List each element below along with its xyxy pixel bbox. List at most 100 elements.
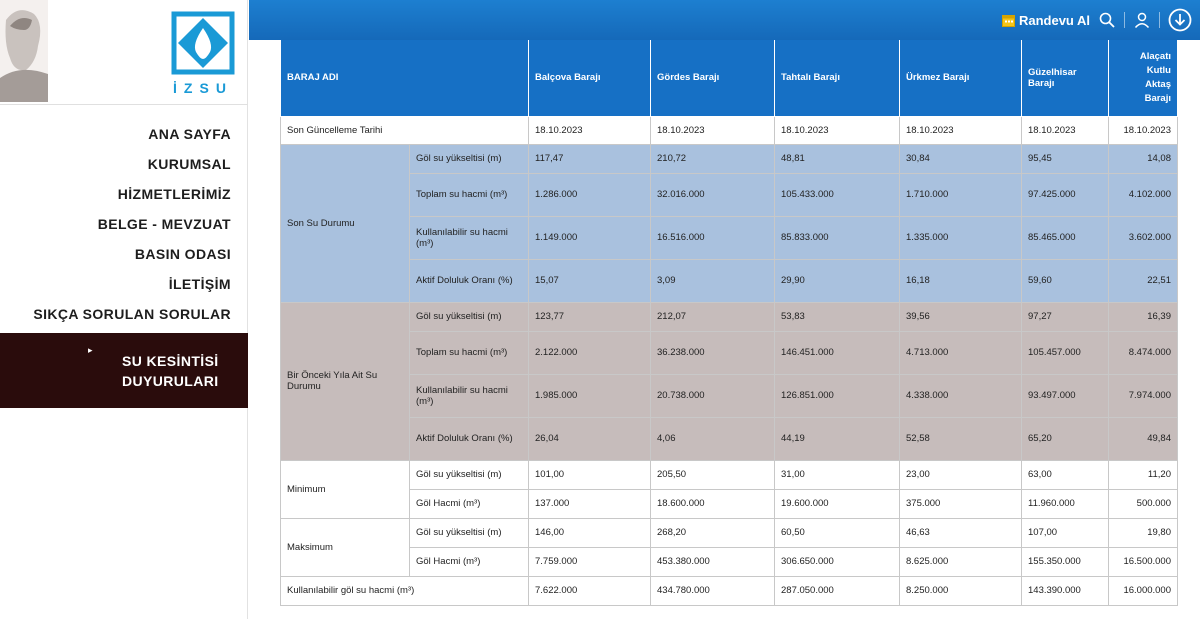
cell-value: 14,08 — [1108, 143, 1178, 174]
table-row-usable-total: Kullanılabilir göl su hacmi (m³) 7.622.00… — [280, 575, 1178, 606]
cell-value: 60,50 — [774, 517, 900, 548]
cell-value: 18.10.2023 — [774, 115, 900, 145]
cell-value: 11,20 — [1108, 459, 1178, 490]
header-dam: Balçova Barajı — [528, 40, 651, 117]
cell-value: 205,50 — [650, 459, 775, 490]
group-label: Son Su Durumu — [280, 143, 410, 303]
cell-value: 85.833.000 — [774, 215, 900, 260]
menu-item-kurumsal[interactable]: KURUMSAL — [147, 156, 231, 172]
cell-value: 1.286.000 — [528, 172, 651, 217]
cell-value: 16,18 — [899, 258, 1022, 303]
cell-value: 15,07 — [528, 258, 651, 303]
cell-value: 7.974.000 — [1108, 373, 1178, 418]
ataturk-portrait — [0, 0, 48, 102]
cell-value: 8.474.000 — [1108, 330, 1178, 375]
header-dam: Tahtalı Barajı — [774, 40, 900, 117]
cell-value: 26,04 — [528, 416, 651, 461]
group-label: Minimum — [280, 459, 410, 519]
main-menu: ANA SAYFA KURUMSAL HİZMETLERİMİZ BELGE -… — [33, 124, 231, 334]
header-dam-alacati: Alaçatı Kutlu Aktaş Barajı — [1108, 40, 1178, 117]
cell-value: 146,00 — [528, 517, 651, 548]
cell-value: 1.710.000 — [899, 172, 1022, 217]
cell-value: 7.759.000 — [528, 546, 651, 577]
cell-value: 101,00 — [528, 459, 651, 490]
menu-item-iletisim[interactable]: İLETİŞİM — [168, 276, 231, 292]
top-separator — [1124, 12, 1125, 28]
cell-value: 107,00 — [1021, 517, 1109, 548]
header-baraj-adi: BARAJ ADI — [280, 40, 529, 117]
cell-value: 39,56 — [899, 301, 1022, 332]
cell-value: 1.149.000 — [528, 215, 651, 260]
cell-value: 97.425.000 — [1021, 172, 1109, 217]
cell-value: 126.851.000 — [774, 373, 900, 418]
cell-value: 20.738.000 — [650, 373, 775, 418]
user-icon[interactable] — [1133, 11, 1151, 29]
cell-value: 375.000 — [899, 488, 1022, 519]
dam-table-container: BARAJ ADI Balçova Barajı Gördes Barajı T… — [280, 40, 1178, 606]
cell-value: 8.625.000 — [899, 546, 1022, 577]
randevu-button[interactable]: Randevu Al — [1001, 12, 1090, 28]
table-row-son-su-durumu: Toplam su hacmi (m³) 1.286.000 32.016.000 1… — [281, 172, 1178, 217]
row-label: Kullanılabilir göl su hacmi (m³) — [280, 575, 529, 606]
metric-label: Aktif Doluluk Oranı (%) — [409, 258, 529, 303]
cell-value: 155.350.000 — [1021, 546, 1109, 577]
metric-label: Göl su yükseltisi (m) — [409, 517, 529, 548]
top-actions: Randevu Al — [1001, 0, 1192, 40]
table-row-onceki-yil: Kullanılabilir su hacmi (m³) 1.985.000 20.… — [281, 373, 1178, 418]
cell-value: 19,80 — [1108, 517, 1178, 548]
cell-value: 85.465.000 — [1021, 215, 1109, 260]
sidebar-divider — [0, 104, 248, 105]
row-label: Son Güncelleme Tarihi — [280, 115, 529, 145]
cell-value: 123,77 — [528, 301, 651, 332]
menu-item-belge-mevzuat[interactable]: BELGE - MEVZUAT — [97, 216, 231, 232]
active-menu-label: SU KESİNTİSİ DUYURULARI — [122, 353, 219, 389]
randevu-label: Randevu Al — [1018, 12, 1090, 28]
menu-item-ana-sayfa[interactable]: ANA SAYFA — [148, 126, 231, 142]
cell-value: 16.516.000 — [650, 215, 775, 260]
top-bar: Randevu Al — [249, 0, 1200, 40]
table-row-maksimum: Maksimum Göl su yükseltisi (m) 146,00 268,2… — [280, 517, 1178, 577]
cell-value: 97,27 — [1021, 301, 1109, 332]
cell-value: 4,06 — [650, 416, 775, 461]
cell-value: 44,19 — [774, 416, 900, 461]
cell-value: 434.780.000 — [650, 575, 775, 606]
cell-value: 36.238.000 — [650, 330, 775, 375]
top-separator-2 — [1159, 12, 1160, 28]
mouse-cursor-icon: ▸ — [88, 345, 93, 355]
izsu-logo[interactable]: İZSU — [170, 10, 236, 98]
cell-value: 23,00 — [899, 459, 1022, 490]
cell-value: 4.338.000 — [899, 373, 1022, 418]
cell-value: 46,63 — [899, 517, 1022, 548]
menu-item-sss[interactable]: SIKÇA SORULAN SORULAR — [33, 306, 231, 322]
cell-value: 18.10.2023 — [1108, 115, 1178, 145]
cell-value: 210,72 — [650, 143, 775, 174]
metric-label: Göl Hacmi (m³) — [409, 546, 529, 577]
group-label: Maksimum — [280, 517, 410, 577]
menu-item-hizmetlerimiz[interactable]: HİZMETLERİMİZ — [117, 186, 231, 202]
cell-value: 105.457.000 — [1021, 330, 1109, 375]
cell-value: 16,39 — [1108, 301, 1178, 332]
logo-text: İZSU — [173, 80, 233, 96]
cell-value: 52,58 — [899, 416, 1022, 461]
cell-value: 16.500.000 — [1108, 546, 1178, 577]
table-body: Son Güncelleme Tarihi 18.10.2023 18.10.2… — [280, 115, 1178, 606]
table-row-onceki-yil: Toplam su hacmi (m³) 2.122.000 36.238.000 1… — [281, 330, 1178, 375]
cell-value: 18.10.2023 — [1021, 115, 1109, 145]
search-icon[interactable] — [1098, 11, 1116, 29]
menu-item-basin-odasi[interactable]: BASIN ODASI — [134, 246, 231, 262]
download-icon[interactable] — [1168, 8, 1192, 32]
metric-label: Toplam su hacmi (m³) — [409, 330, 529, 375]
table-row-minimum: Minimum Göl su yükseltisi (m) 101,00 205,50… — [280, 459, 1178, 519]
menu-item-su-kesintisi[interactable]: ▸ SU KESİNTİSİ DUYURULARI — [0, 333, 248, 408]
cell-value: 32.016.000 — [650, 172, 775, 217]
metric-label: Göl su yükseltisi (m) — [409, 143, 529, 174]
cell-value: 268,20 — [650, 517, 775, 548]
table-header-row: BARAJ ADI Balçova Barajı Gördes Barajı T… — [280, 40, 1178, 117]
group-label: Bir Önceki Yıla Ait Su Durumu — [280, 301, 410, 461]
cell-value: 30,84 — [899, 143, 1022, 174]
cell-value: 105.433.000 — [774, 172, 900, 217]
cell-value: 117,47 — [528, 143, 651, 174]
izsu-logo-mark — [171, 11, 235, 75]
cell-value: 18.10.2023 — [528, 115, 651, 145]
sidebar: İZSU ANA SAYFA KURUMSAL HİZMETLERİMİZ BE… — [0, 0, 248, 619]
